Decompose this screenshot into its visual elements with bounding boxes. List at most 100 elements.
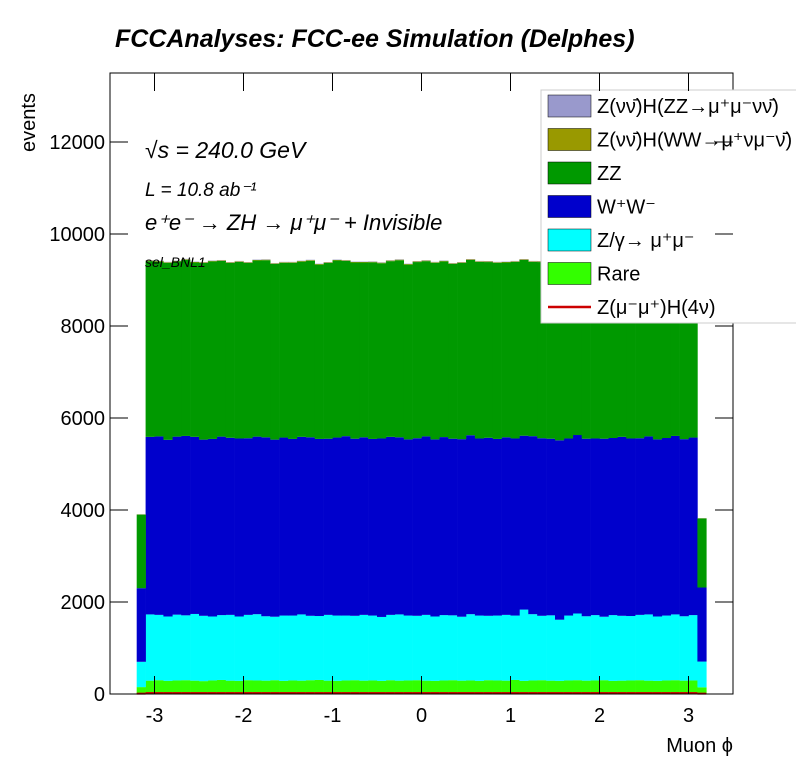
bar bbox=[359, 262, 368, 263]
bar bbox=[600, 680, 609, 694]
y-axis-label: events bbox=[18, 93, 40, 152]
bar bbox=[404, 264, 413, 265]
x-tick-label: 1 bbox=[505, 705, 516, 727]
bar bbox=[163, 681, 172, 694]
bar bbox=[528, 680, 537, 694]
bar bbox=[591, 615, 600, 680]
bar bbox=[155, 262, 164, 437]
bar bbox=[235, 616, 244, 680]
bar bbox=[261, 616, 270, 680]
bar bbox=[680, 439, 689, 616]
bar bbox=[502, 437, 511, 615]
bar bbox=[377, 263, 386, 438]
bar bbox=[155, 436, 164, 614]
bar bbox=[413, 438, 422, 616]
bar bbox=[359, 263, 368, 438]
bar bbox=[163, 263, 172, 440]
bar bbox=[564, 616, 573, 681]
bar bbox=[466, 435, 475, 614]
bar bbox=[235, 681, 244, 694]
bar bbox=[350, 263, 359, 439]
bar bbox=[404, 265, 413, 440]
bar bbox=[288, 439, 297, 616]
bar bbox=[546, 615, 555, 680]
bar bbox=[208, 616, 217, 680]
bar bbox=[511, 680, 520, 694]
bar bbox=[671, 680, 680, 694]
bar bbox=[439, 261, 448, 437]
chart-title: FCCAnalyses: FCC-ee Simulation (Delphes) bbox=[115, 25, 635, 53]
bar bbox=[270, 440, 279, 617]
bar bbox=[635, 438, 644, 615]
bar bbox=[475, 261, 484, 262]
bar bbox=[350, 680, 359, 694]
bar bbox=[208, 261, 217, 262]
legend-label: Z/γ→ μ⁺μ⁻ bbox=[597, 230, 695, 252]
bar bbox=[333, 681, 342, 694]
bar bbox=[582, 616, 591, 680]
bar bbox=[172, 437, 181, 615]
bar bbox=[635, 680, 644, 694]
bar bbox=[306, 260, 315, 261]
bar bbox=[324, 262, 333, 263]
bar bbox=[555, 620, 564, 681]
bar bbox=[662, 438, 671, 616]
bar bbox=[279, 263, 288, 438]
bar bbox=[644, 681, 653, 694]
annotation: sel_BNL1 bbox=[145, 254, 206, 270]
bar bbox=[226, 615, 235, 681]
bar bbox=[252, 437, 261, 615]
bar bbox=[288, 616, 297, 681]
bar bbox=[528, 614, 537, 680]
bar bbox=[244, 262, 253, 263]
bar bbox=[395, 437, 404, 614]
bar bbox=[582, 439, 591, 617]
bar bbox=[324, 681, 333, 694]
bar bbox=[181, 680, 190, 694]
legend-label: ZZ bbox=[597, 163, 621, 185]
bar bbox=[493, 262, 502, 263]
bar bbox=[306, 616, 315, 680]
legend-label: Z(νν̄)H(ZZ→μ⁺μ⁻νν̄) bbox=[597, 96, 779, 118]
bar bbox=[146, 437, 155, 615]
legend-label: W⁺W⁻ bbox=[597, 197, 656, 219]
bar bbox=[172, 615, 181, 681]
bar bbox=[386, 261, 395, 262]
bar bbox=[564, 680, 573, 694]
x-tick-label: -2 bbox=[235, 705, 253, 727]
bar bbox=[181, 615, 190, 680]
annotation: L = 10.8 ab⁻¹ bbox=[145, 180, 257, 201]
bar bbox=[252, 614, 261, 680]
bar bbox=[377, 681, 386, 694]
bar bbox=[582, 681, 591, 694]
bar bbox=[199, 440, 208, 616]
bar bbox=[244, 263, 253, 438]
bar bbox=[324, 263, 333, 439]
bar bbox=[528, 436, 537, 614]
bar bbox=[689, 680, 698, 694]
y-tick-label: 6000 bbox=[61, 408, 106, 430]
bar bbox=[591, 438, 600, 615]
bar bbox=[644, 436, 653, 614]
bar bbox=[493, 616, 502, 681]
bar bbox=[279, 681, 288, 694]
bar bbox=[680, 616, 689, 680]
bar bbox=[315, 680, 324, 694]
bar bbox=[395, 614, 404, 680]
bar bbox=[190, 263, 199, 437]
bar bbox=[217, 437, 226, 615]
bar bbox=[600, 617, 609, 680]
bar bbox=[466, 260, 475, 435]
bar bbox=[341, 436, 350, 615]
bar bbox=[404, 616, 413, 681]
bar bbox=[502, 681, 511, 694]
bar bbox=[137, 588, 146, 662]
bar bbox=[430, 616, 439, 680]
bar bbox=[689, 615, 698, 680]
bar bbox=[279, 262, 288, 263]
bar bbox=[315, 616, 324, 680]
bar bbox=[519, 260, 528, 436]
bar bbox=[493, 680, 502, 694]
bar bbox=[635, 615, 644, 680]
bar bbox=[377, 438, 386, 616]
